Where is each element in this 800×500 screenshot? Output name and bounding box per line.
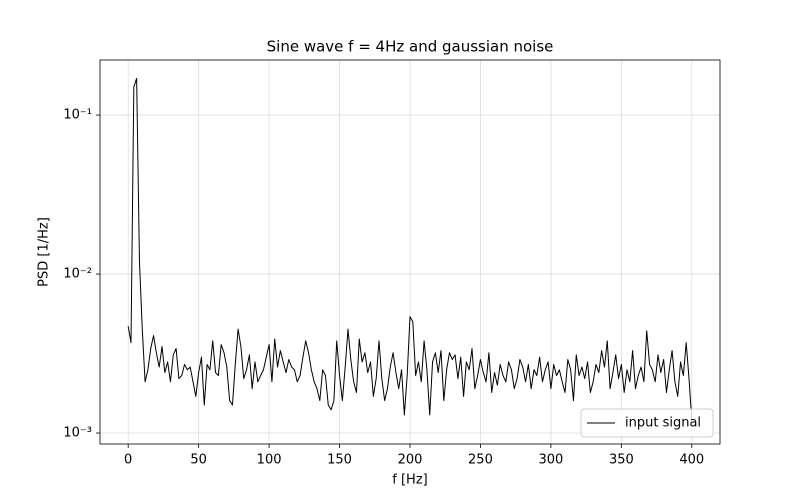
y-axis-label: PSD [1/Hz]	[37, 217, 52, 287]
axes-frame	[99, 59, 721, 445]
x-axis-label: f [Hz]	[392, 473, 427, 488]
x-tick-label: 400	[679, 453, 704, 468]
x-tick-label: 200	[398, 453, 423, 468]
x-tick-label: 150	[327, 453, 352, 468]
x-tick-label: 100	[257, 453, 282, 468]
y-tick-label: 10⁻²	[63, 267, 92, 282]
x-tick-label: 250	[468, 453, 493, 468]
x-tick-label: 300	[538, 453, 563, 468]
chart-title: Sine wave f = 4Hz and gaussian noise	[267, 38, 554, 56]
y-tick-label: 10⁻³	[63, 426, 92, 441]
legend-label: input signal	[625, 416, 701, 431]
x-tick-label: 350	[609, 453, 634, 468]
legend	[580, 408, 714, 438]
y-tick-label: 10⁻¹	[63, 108, 92, 123]
data-line	[127, 77, 693, 421]
x-tick-label: 0	[124, 453, 132, 468]
x-tick-label: 50	[190, 453, 207, 468]
